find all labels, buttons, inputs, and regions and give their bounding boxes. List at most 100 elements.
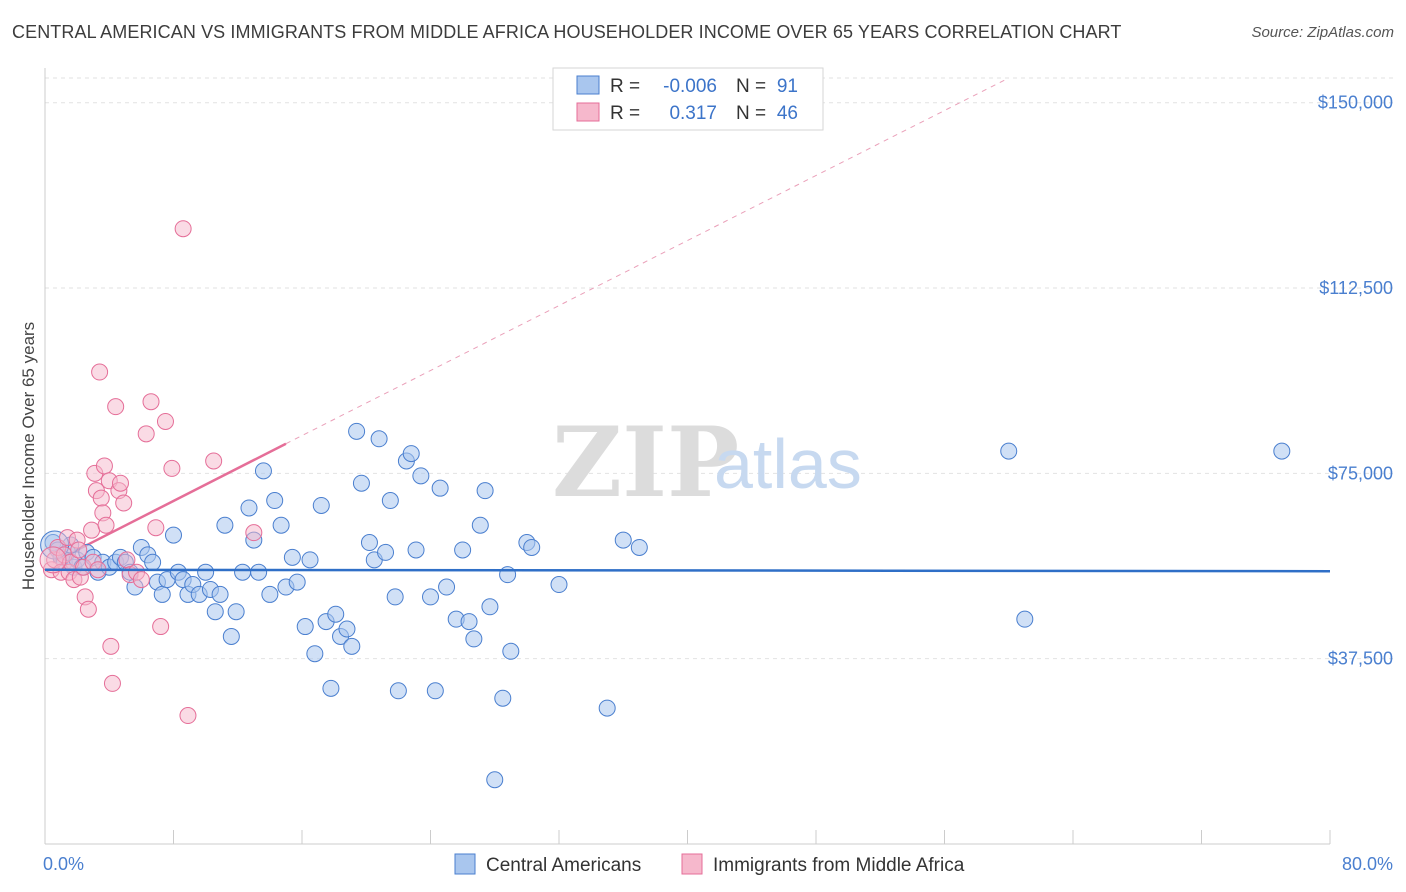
central-americans-point (348, 422, 366, 440)
central-americans-point (454, 541, 472, 559)
central-americans-point (222, 627, 240, 645)
source-label: Source: ZipAtlas.com (1251, 24, 1394, 41)
central-americans-point (197, 563, 215, 581)
central-americans-point (1016, 610, 1034, 628)
y-tick-label: $75,000 (1328, 463, 1393, 483)
legend-swatch-pink (576, 102, 600, 122)
central-americans-point (312, 496, 330, 514)
watermark-zip: ZIP (552, 406, 739, 519)
middle-africa-point (97, 516, 115, 534)
central-americans-point (407, 541, 425, 559)
axes (44, 68, 1331, 845)
middle-africa-point (92, 489, 110, 507)
central-americans-point (211, 585, 229, 603)
central-americans-point (381, 492, 399, 510)
central-americans-point (1273, 442, 1291, 460)
middle-africa-point (245, 524, 263, 542)
chart-title: CENTRAL AMERICAN VS IMMIGRANTS FROM MIDD… (12, 22, 1122, 42)
legend-r-value-1: -0.006 (663, 76, 717, 97)
middle-africa-point (174, 220, 192, 238)
central-americans-point (460, 613, 478, 631)
middle-africa-point (115, 494, 133, 512)
legend-n-label-1: N = (736, 76, 766, 97)
central-americans-point (254, 462, 272, 480)
correlation-legend: R = -0.006 N = 91 R = 0.317 N = 46 (552, 67, 824, 131)
central-americans-point (598, 699, 616, 717)
middle-africa-point (152, 618, 170, 636)
blue-trend-solid (44, 568, 1331, 573)
middle-africa-point (147, 519, 165, 537)
bottom-legend-label-pink: Immigrants from Middle Africa (713, 855, 965, 876)
central-americans-point (338, 620, 356, 638)
middle-africa-point (179, 707, 197, 725)
bottom-legend-label-blue: Central Americans (486, 855, 641, 876)
central-americans-point (1000, 442, 1018, 460)
x-tick-label-min: 0.0% (43, 854, 84, 874)
central-americans-point (144, 553, 162, 571)
central-americans-point (227, 603, 245, 621)
middle-africa-point (103, 674, 121, 692)
middle-africa-point (102, 637, 120, 655)
central-americans-point (614, 531, 632, 549)
central-americans-point (360, 534, 378, 552)
middle-africa-point (142, 393, 160, 411)
blue-trend-line (44, 568, 1331, 573)
legend-r-label-2: R = (610, 103, 640, 124)
central-americans-point (250, 563, 268, 581)
central-americans-point (234, 563, 252, 581)
central-americans-point (426, 682, 444, 700)
central-americans-point (283, 548, 301, 566)
y-tick-label: $112,500 (1319, 278, 1393, 298)
central-americans-point (402, 445, 420, 463)
y-tick-labels: $37,500 $75,000 $112,500 $150,000 (1318, 93, 1393, 669)
middle-africa-point (70, 541, 88, 559)
central-americans-point (352, 474, 370, 492)
middle-africa-point (132, 571, 150, 589)
central-americans-point (327, 605, 345, 623)
y-tick-label: $150,000 (1318, 93, 1393, 113)
middle-africa-point (163, 459, 181, 477)
central-americans-point (343, 637, 361, 655)
legend-swatch-blue (576, 75, 600, 95)
middle-africa-point (95, 457, 113, 475)
pink-trend-extension (285, 77, 1009, 445)
y-tick-label: $37,500 (1328, 649, 1393, 669)
central-americans-point (272, 516, 290, 534)
central-americans-point (386, 588, 404, 606)
central-americans-point (206, 603, 224, 621)
central-americans-point (216, 516, 234, 534)
legend-n-label-2: N = (736, 103, 766, 124)
central-americans-point (370, 430, 388, 448)
legend-n-value-1: 91 (777, 76, 798, 97)
middle-africa-point (79, 600, 97, 618)
middle-africa-point (137, 425, 155, 443)
series-legend: Central Americans Immigrants from Middle… (454, 853, 965, 876)
central-americans-point (306, 645, 324, 663)
central-americans-point (630, 538, 648, 556)
central-americans-point (550, 576, 568, 594)
pink-trend-solid (52, 442, 287, 564)
central-americans-point (266, 492, 284, 510)
central-americans-point (471, 516, 489, 534)
central-americans-point (261, 585, 279, 603)
central-americans-point (431, 479, 449, 497)
central-americans-point (240, 499, 258, 517)
central-americans-point (412, 467, 430, 485)
x-tick-label-max: 80.0% (1342, 854, 1393, 874)
middle-africa-point (83, 521, 101, 539)
central-americans-point (288, 573, 306, 591)
bottom-legend-swatch-blue (454, 853, 476, 875)
legend-n-value-2: 46 (777, 103, 798, 124)
central-americans-point (494, 689, 512, 707)
central-americans-point (153, 585, 171, 603)
central-americans-point (481, 598, 499, 616)
central-americans-point (502, 642, 520, 660)
central-americans-point (476, 482, 494, 500)
central-americans-point (165, 526, 182, 544)
pink-trend-line (52, 77, 1009, 564)
central-americans-point (389, 682, 407, 700)
middle-africa-point (107, 398, 125, 416)
middle-africa-point (205, 452, 223, 470)
central-americans-point (486, 771, 504, 789)
